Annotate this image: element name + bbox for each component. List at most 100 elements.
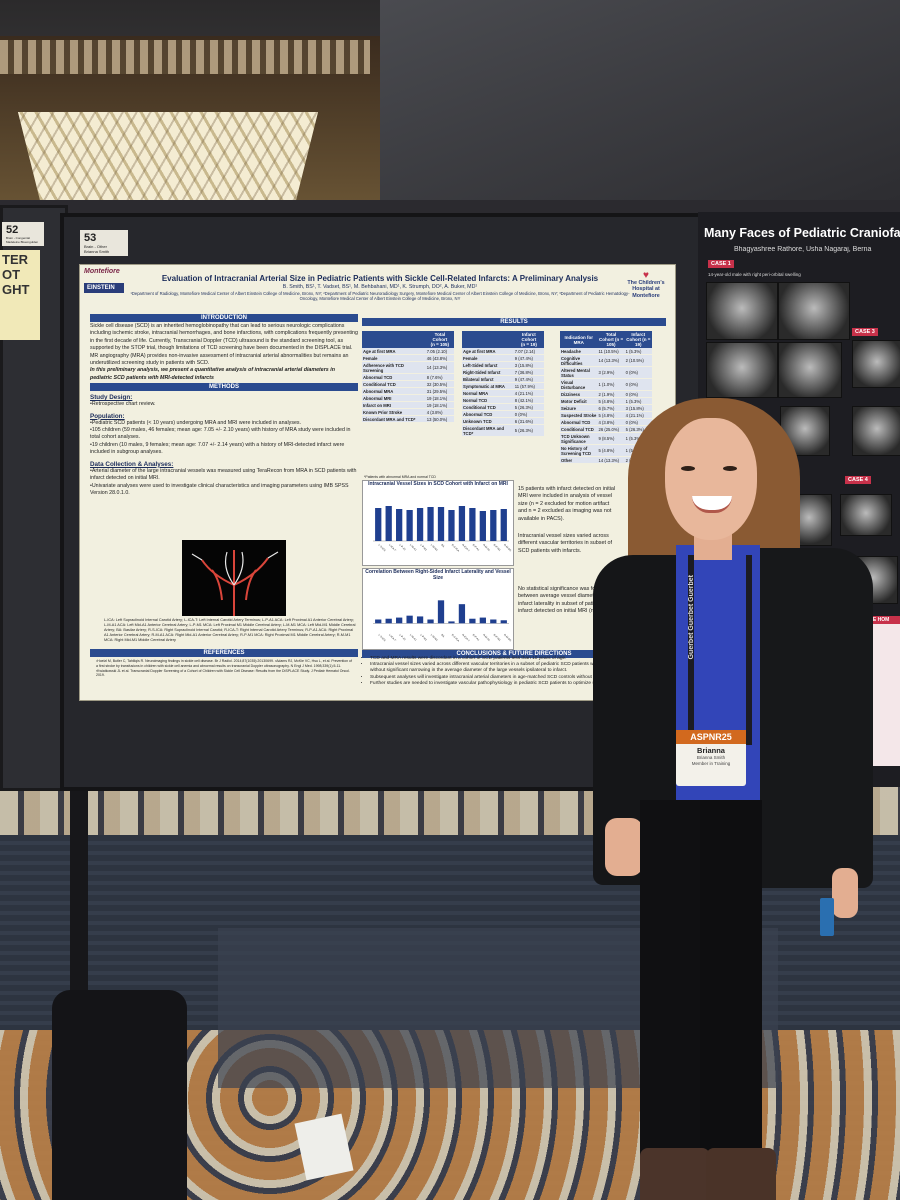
- infarct-cohort-label-cell: Normal TCD: [462, 396, 514, 404]
- methods-header: METHODS: [90, 383, 358, 392]
- left-booth-tag: 52 Brain - Congenital Madeleine Bluemgul…: [2, 222, 44, 246]
- indication-row: Headache 11 (10.5%) 1 (5.3%): [560, 348, 652, 355]
- population-label: Population:: [90, 412, 125, 420]
- infarct-cohort-row: Right-Sided Infarct 7 (36.8%): [462, 368, 544, 376]
- indication-label-cell: Abnormal TCD: [560, 418, 598, 426]
- total-cohort-label-cell: Conditional TCD: [362, 380, 426, 388]
- badge-header: ASPNR25: [676, 730, 746, 744]
- indication-value-cell: 0 (0%): [624, 366, 652, 379]
- infarct-cohort-label-cell: Right-Sided Infarct: [462, 368, 514, 376]
- chart-tick-label: BA: [440, 543, 445, 548]
- indication-label-cell: Headache: [560, 348, 598, 355]
- chart-bar: [406, 510, 413, 541]
- lanyard-sponsor-text: Guerbet Guerbet Guerbet: [688, 575, 695, 660]
- chart-bar: [448, 510, 455, 541]
- chart-bar: [375, 619, 382, 624]
- chart-tick-label: L-P-M1: [419, 543, 428, 552]
- indication-header: Indication for MRA: [560, 331, 598, 348]
- case-1-label: CASE 1: [708, 260, 734, 268]
- eye-icon: [723, 466, 737, 471]
- total-cohort-footnote: *Patients with abnormal MRA and normal T…: [364, 475, 436, 479]
- chart-bar: [396, 617, 403, 624]
- indication-row: Suspected Stroke 5 (4.8%) 4 (21.1%): [560, 411, 652, 419]
- total-cohort-label-cell: Adherence with TCD Screening: [362, 361, 426, 374]
- presenter-boot-left: [640, 1148, 710, 1200]
- infarct-cohort-row: Symptomatic at MRA 11 (57.9%): [462, 382, 544, 390]
- poster-authors: B. Smith, BS¹, T. Vadset, BS¹, M. Behbah…: [124, 284, 636, 301]
- indication-row: Motor Deficit 5 (4.8%) 1 (5.3%): [560, 397, 652, 405]
- vessel-size-chart-title: Intracranial Vessel Sizes in SCD Cohort …: [368, 481, 508, 487]
- badge-role: Member in Training: [691, 760, 731, 766]
- introduction-header: INTRODUCTION: [90, 314, 358, 322]
- chart-tick-label: L-S-ICA: [378, 543, 388, 553]
- indication-label-cell: Conditional TCD: [560, 425, 598, 433]
- indication-value-cell: 5 (4.8%): [597, 411, 625, 419]
- chart-bar: [469, 508, 476, 541]
- indication-label-cell: Seizure: [560, 404, 598, 412]
- mri-scan-image: [840, 494, 892, 536]
- chart-tick-label: R-P-M1: [493, 543, 503, 553]
- total-cohort-label-cell: Abnormal MRI: [362, 394, 426, 402]
- infarct-cohort-value-cell: 9 (47.4%): [513, 354, 544, 362]
- total-cohort-label-cell: Abnormal TCD: [362, 373, 426, 381]
- chart-tick-label: L-M-A1: [409, 543, 418, 552]
- infarct-cohort-label-cell: Unknown TCD: [462, 417, 514, 425]
- take-home-header: TAKE HOM: [862, 616, 900, 624]
- chart-tick-label: L-M-M1: [430, 633, 440, 643]
- indication-total-header: Total Cohort (n = 105): [597, 331, 625, 348]
- case-4-label: CASE 4: [845, 476, 871, 484]
- indication-label-cell: Suspected Stroke: [560, 411, 598, 419]
- chart-bar: [406, 615, 413, 624]
- total-cohort-value-cell: 31 (29.5%): [425, 387, 454, 395]
- total-cohort-label-cell: Discordant MRA and TCD*: [362, 415, 426, 423]
- infarct-cohort-label-cell: Left-Sided Infarct: [462, 361, 514, 369]
- poster-affiliations: ¹Department of Radiology, Montefiore Med…: [130, 291, 630, 301]
- indication-value-cell: 1 (5.3%): [624, 397, 652, 405]
- chart-bar: [416, 616, 424, 624]
- total-cohort-row: Age at first MRA 7.05 (2.10): [362, 348, 454, 355]
- conclusion-item: Further studies are needed to investigat…: [370, 681, 670, 687]
- chart-tick-label: R-M-A1: [482, 633, 492, 643]
- data-collection-text-2: •Univariate analyses were used to invest…: [90, 482, 349, 496]
- chandelier-band: [0, 40, 370, 74]
- total-cohort-label-cell: Female: [362, 354, 426, 362]
- chart-tick-label: R-M-M1: [503, 633, 513, 643]
- results-header: RESULTS: [362, 318, 666, 326]
- chart-tick-label: L-S-ICA: [378, 633, 388, 643]
- references-header: REFERENCES: [90, 649, 358, 657]
- chart-bar: [490, 510, 497, 541]
- chart-bar: [427, 619, 434, 624]
- total-cohort-value-cell: 13 (50.0%): [425, 415, 454, 423]
- indication-value-cell: 5 (4.8%): [597, 444, 625, 457]
- indication-value-cell: 3 (15.8%): [624, 404, 652, 412]
- childrens-hospital-logo: ♥ The Children's Hospital at Montefiore: [620, 271, 672, 307]
- total-cohort-header-title: Total Cohort: [432, 332, 448, 342]
- childrens-hospital-wordmark: The Children's Hospital at Montefiore: [627, 279, 665, 299]
- results-text-2: Intracranial vessel sizes varied across …: [518, 533, 612, 554]
- infarct-cohort-row: Age at first MRA 7.07 (2.14): [462, 348, 544, 355]
- chart-bar: [385, 618, 392, 624]
- infarct-cohort-value-cell: 9 (47.4%): [513, 375, 544, 383]
- indication-row: Conditional TCD 26 (25.0%) 5 (26.3%): [560, 425, 652, 433]
- poster-title: Evaluation of Intracranial Arterial Size…: [161, 274, 599, 283]
- chart-bar: [385, 506, 392, 541]
- chart-bar: [479, 617, 486, 624]
- infarct-cohort-value-cell: 6 (31.6%): [513, 417, 544, 425]
- mra-angiography-image: [182, 540, 286, 616]
- indication-value-cell: 2 (1.9%): [597, 390, 625, 398]
- case-3-label: CASE 3: [852, 328, 878, 336]
- vessel-size-chart-plot: L-S-ICA L-ICA-T L-P-A1 L-M-A1 L-P-M1 L-M-M1 BA…: [373, 506, 513, 553]
- chart-tick-label: L-P-A1: [398, 543, 407, 552]
- indication-label-cell: Other: [560, 456, 598, 464]
- chart-tick-label: BA: [440, 633, 445, 638]
- chandelier-glass: [18, 112, 318, 208]
- right-poster-title: Many Faces of Pediatric Craniofacial: [704, 226, 900, 240]
- data-collection-label: Data Collection & Analyses:: [90, 460, 174, 468]
- chart-bar: [469, 618, 476, 624]
- mri-scan-image: [852, 406, 900, 456]
- indication-value-cell: 11 (10.5%): [597, 348, 625, 355]
- montefiore-logo: Montefiore EINSTEIN: [84, 268, 134, 306]
- population-text-3: •19 children (10 males, 9 females; mean …: [90, 441, 345, 456]
- infarct-cohort-header-spacer: [462, 331, 514, 348]
- backpack: [52, 990, 187, 1200]
